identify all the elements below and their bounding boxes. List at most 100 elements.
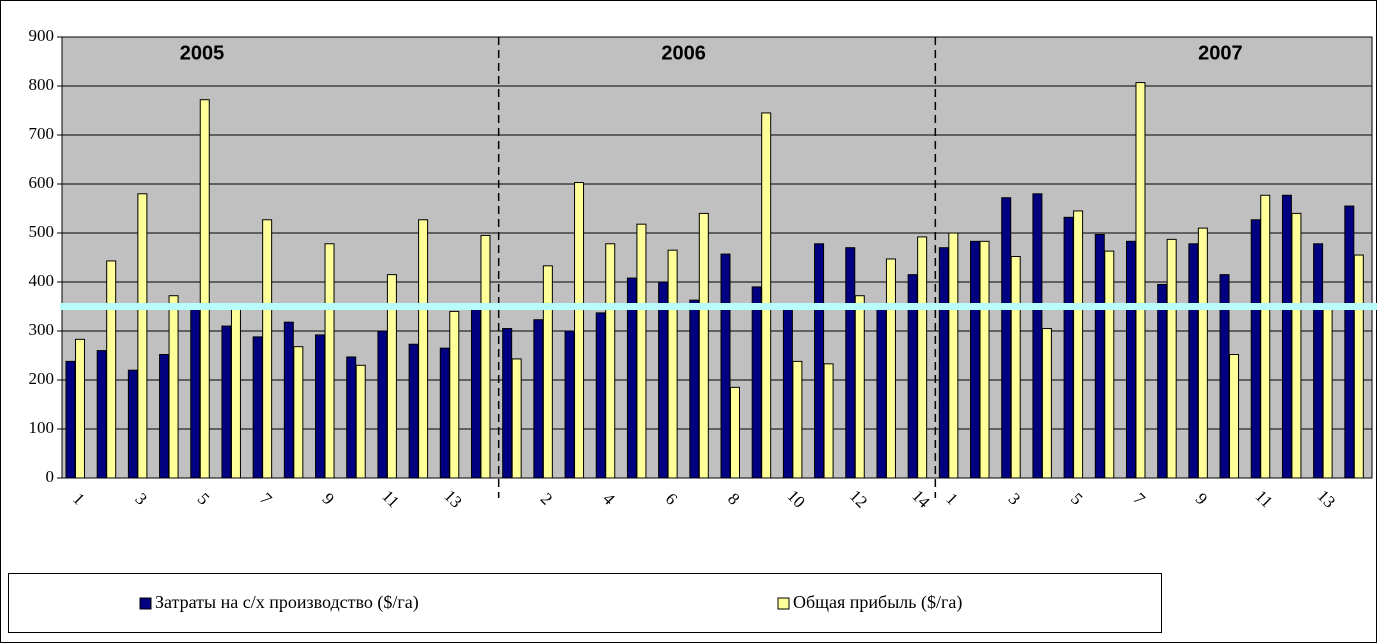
bar [377, 330, 388, 479]
bar [1353, 254, 1364, 479]
bar [1188, 243, 1199, 479]
bar [1125, 240, 1136, 479]
bar [230, 308, 241, 479]
bar [75, 338, 85, 479]
bar [782, 308, 793, 479]
legend-label: Общая прибыль ($/га) [793, 592, 962, 613]
bar [252, 336, 263, 479]
bar [595, 312, 606, 479]
bar [970, 240, 981, 479]
bar [511, 358, 522, 479]
bar [1197, 227, 1208, 479]
bar [574, 182, 585, 479]
legend-label: Затраты на с/х производство ($/га) [155, 592, 419, 613]
bar [168, 295, 179, 479]
bar [730, 386, 740, 479]
y-tick-label: 500 [29, 222, 55, 241]
bar [689, 299, 700, 479]
bar [1063, 216, 1074, 479]
bar [1032, 193, 1043, 479]
bar [1166, 238, 1177, 479]
bar [127, 369, 138, 479]
bar [106, 260, 117, 479]
bar [938, 247, 949, 479]
bar [1104, 250, 1115, 479]
bar [221, 325, 232, 479]
bar [854, 295, 865, 479]
bar [159, 354, 170, 479]
bar [1001, 197, 1012, 479]
bar [636, 223, 647, 479]
bar [876, 308, 887, 479]
bar [199, 99, 210, 479]
bar [502, 328, 513, 479]
bar [96, 350, 107, 479]
bar [814, 243, 825, 479]
bar [1135, 82, 1146, 479]
bar [792, 360, 803, 479]
bar [293, 346, 304, 479]
bar [761, 112, 772, 479]
bar [315, 334, 326, 479]
bar [605, 243, 616, 479]
bar [667, 249, 678, 479]
bar [1073, 210, 1084, 479]
bar [1229, 354, 1240, 479]
bar [885, 258, 896, 479]
bar [542, 265, 553, 479]
bar [720, 253, 731, 479]
bar [1260, 194, 1271, 479]
bar [1157, 283, 1168, 479]
bar [1010, 256, 1021, 479]
bar [408, 343, 419, 479]
bar [1094, 233, 1105, 479]
bar [1313, 243, 1324, 479]
bar [190, 308, 201, 479]
y-tick-label: 100 [29, 418, 55, 437]
bar [1322, 306, 1333, 479]
y-tick-label: 600 [29, 173, 55, 192]
bar [65, 360, 76, 479]
y-tick-label: 700 [29, 124, 55, 143]
section-label: 2006 [661, 42, 706, 64]
legend-box [8, 573, 1162, 633]
legend-marker [139, 597, 152, 610]
bar [480, 234, 491, 479]
bar [470, 308, 481, 479]
bar [418, 219, 429, 479]
bar [1250, 219, 1261, 479]
bar [917, 236, 928, 479]
bar [262, 219, 273, 479]
legend: Затраты на с/х производство ($/га) Общая … [8, 573, 1162, 633]
bar [845, 247, 856, 479]
y-tick-label: 900 [29, 26, 55, 45]
bar [564, 330, 575, 479]
bar [439, 347, 450, 479]
y-tick-label: 0 [46, 467, 55, 486]
bar [324, 243, 335, 479]
bar [1291, 212, 1302, 479]
y-tick-label: 200 [29, 369, 55, 388]
bar [346, 356, 357, 479]
bar [1281, 194, 1292, 479]
bar [948, 232, 959, 479]
section-label: 2007 [1198, 42, 1243, 64]
bar [751, 286, 762, 479]
bar [979, 240, 990, 479]
legend-marker [777, 597, 790, 610]
y-tick-label: 400 [29, 271, 55, 290]
bar [1041, 328, 1052, 479]
section-label: 2005 [180, 42, 225, 64]
bar [658, 281, 669, 479]
bar [283, 321, 294, 479]
y-tick-label: 300 [29, 320, 55, 339]
y-tick-label: 800 [29, 75, 55, 94]
bar [823, 363, 834, 479]
bar [449, 310, 460, 479]
bar [533, 319, 544, 479]
bar [137, 193, 148, 479]
bar [698, 212, 709, 479]
bar [355, 364, 366, 479]
bar [1344, 205, 1355, 479]
